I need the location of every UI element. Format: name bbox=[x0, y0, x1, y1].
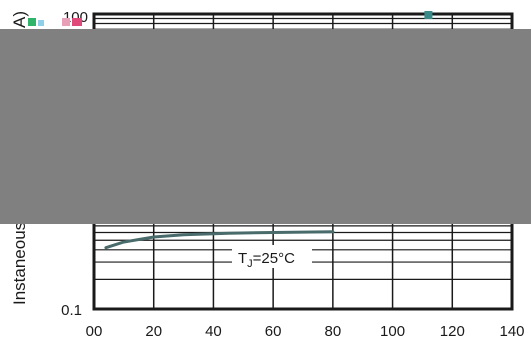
annotation-main: T bbox=[238, 250, 247, 267]
color-swatch-blue bbox=[38, 20, 44, 26]
x-tick-label: 100 bbox=[380, 323, 405, 340]
x-tick-label: 60 bbox=[265, 323, 282, 340]
y-axis-title-fragment: A) bbox=[10, 11, 29, 28]
x-tick-label: 20 bbox=[145, 323, 162, 340]
top-marker-icon bbox=[424, 11, 433, 19]
color-swatch-green bbox=[28, 18, 36, 26]
x-tick-label: 140 bbox=[499, 323, 524, 340]
y-axis-title: Instaneous bbox=[10, 222, 29, 305]
series-line bbox=[104, 230, 335, 250]
annotation-label: TJ=25°C bbox=[238, 250, 295, 270]
x-tick-label: 40 bbox=[205, 323, 222, 340]
x-tick-label: 00 bbox=[86, 323, 103, 340]
annotation-background bbox=[232, 245, 312, 268]
x-tick-labels: 00 20 40 60 80 100 120 140 bbox=[86, 323, 525, 340]
annotation-tail: =25°C bbox=[253, 250, 295, 267]
x-tick-label: 80 bbox=[325, 323, 342, 340]
y-tick-label-low: 0.1 bbox=[61, 302, 82, 319]
annotation-subscript: J bbox=[247, 258, 253, 270]
color-swatch-magenta bbox=[72, 18, 82, 26]
x-tick-label: 120 bbox=[440, 323, 465, 340]
gray-overlay-block bbox=[0, 29, 531, 224]
color-swatch-pink bbox=[62, 18, 70, 26]
top-marker bbox=[424, 11, 433, 19]
